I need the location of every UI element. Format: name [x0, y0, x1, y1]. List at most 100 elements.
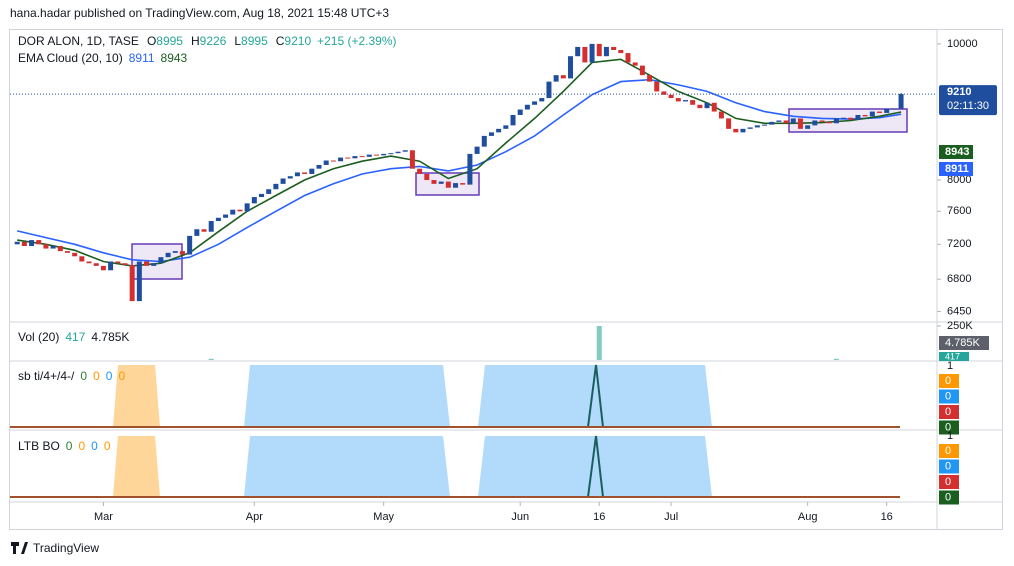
- candle-body: [718, 111, 724, 119]
- volume-title: Vol (20): [18, 330, 59, 344]
- candle-body: [259, 193, 265, 198]
- candle-body: [108, 261, 114, 271]
- candle-body: [409, 150, 415, 169]
- signal-area: [113, 365, 160, 427]
- y-tick-label: 7600: [947, 205, 971, 217]
- candle-body: [122, 263, 128, 265]
- candle-body: [740, 128, 746, 133]
- candle-body: [790, 118, 796, 124]
- candle-body: [309, 168, 315, 174]
- candle-body: [805, 125, 811, 129]
- candle-body: [338, 157, 344, 162]
- volume-tag: [939, 336, 989, 350]
- candle-body: [251, 197, 257, 204]
- candle-body: [366, 154, 372, 157]
- candle-body: [704, 102, 710, 109]
- candle-body: [891, 108, 897, 110]
- candle-body: [43, 244, 49, 249]
- candle-body: [603, 46, 609, 57]
- candle-body: [625, 53, 631, 63]
- candle-body: [100, 265, 106, 271]
- signal-area: [478, 436, 712, 497]
- pane-value: 0: [106, 369, 113, 383]
- pane-legend: sb ti/4+/4-/0 0 0 0: [18, 369, 125, 383]
- indicator-value: 8911: [129, 51, 155, 65]
- candle-body: [819, 120, 825, 122]
- ohlc-value: 9226: [200, 34, 227, 48]
- pane-tag-label: 0: [945, 476, 951, 488]
- volume-tag: [939, 352, 969, 361]
- candle-body: [21, 241, 27, 247]
- ohlc-value: 8995: [241, 34, 268, 48]
- signal-area: [478, 365, 712, 427]
- candle-body: [230, 209, 236, 215]
- candle-body: [215, 217, 221, 222]
- pane-tag-label: 0: [945, 375, 951, 387]
- y-tick-label: 10000: [947, 38, 978, 50]
- pane-title: LTB BO: [18, 439, 60, 453]
- ohlc-value: 8995: [156, 34, 183, 48]
- x-tick-label: Jun: [511, 511, 529, 523]
- candle-body: [884, 108, 890, 113]
- candle-body: [532, 101, 538, 105]
- candle-body: [833, 118, 839, 124]
- pane-tag-label: 0: [945, 421, 951, 433]
- ohlc-prefix: H: [191, 34, 200, 48]
- candle-body: [445, 181, 451, 188]
- ohlc-prefix: O: [147, 34, 156, 48]
- countdown: 02:11:30: [947, 100, 989, 112]
- candle-body: [855, 114, 861, 120]
- candle-body: [316, 164, 322, 169]
- candle-body: [72, 252, 78, 257]
- candle-body: [762, 124, 768, 126]
- candle-body: [165, 252, 171, 258]
- candle-body: [294, 172, 300, 177]
- candle-body: [682, 100, 688, 102]
- candle-body: [266, 189, 272, 194]
- x-tick-label: Aug: [798, 511, 818, 523]
- pane-value: 0: [91, 439, 98, 453]
- candle-body: [431, 180, 437, 184]
- x-tick-label: May: [373, 511, 394, 523]
- candle-body: [187, 235, 193, 255]
- symbol: DOR ALON, 1D, TASE: [18, 34, 139, 48]
- pane-title: sb ti/4+/4-/: [18, 369, 75, 383]
- candle-body: [575, 46, 581, 57]
- pane-tag: [939, 389, 959, 404]
- candle-body: [776, 120, 782, 122]
- candle-body: [417, 168, 423, 174]
- candle-body: [560, 75, 566, 79]
- candle-body: [618, 50, 624, 54]
- candle-body: [726, 118, 732, 129]
- candle-body: [302, 172, 308, 174]
- candle-body: [539, 98, 545, 102]
- candle-body: [546, 81, 552, 99]
- candle-body: [812, 120, 818, 126]
- candle-body: [115, 261, 121, 264]
- candle-body: [675, 98, 681, 102]
- candle-body: [201, 229, 207, 232]
- candle-body: [151, 263, 157, 266]
- y-tick-label: 6800: [947, 273, 971, 285]
- volume-bar: [208, 358, 214, 360]
- candle-body: [733, 128, 739, 133]
- pane-value: 0: [78, 439, 85, 453]
- volume-average: 4.785K: [91, 330, 129, 344]
- candle-body: [783, 120, 789, 124]
- candle-body: [345, 157, 351, 159]
- candle-body: [596, 43, 602, 57]
- pane-tag: [939, 444, 959, 458]
- candle-body: [496, 128, 502, 133]
- candle-body: [826, 121, 832, 124]
- pane-tag-label: 0: [945, 491, 951, 503]
- candle-body: [208, 221, 214, 232]
- candle-body: [639, 65, 645, 76]
- pane-tag: [939, 475, 959, 489]
- candle-body: [661, 91, 667, 95]
- candle-body: [517, 109, 523, 115]
- signal-spike: [587, 364, 604, 428]
- candle-body: [57, 246, 63, 252]
- y-tick-label: 8000: [947, 174, 971, 186]
- candle-body: [668, 94, 674, 99]
